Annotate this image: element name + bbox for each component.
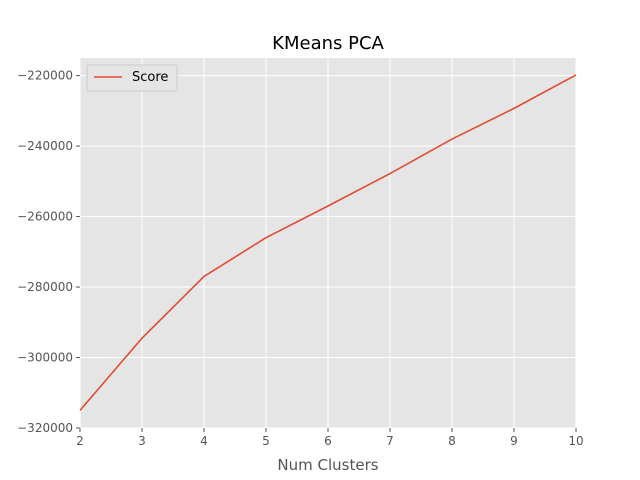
legend: Score — [86, 64, 178, 92]
x-tick-label: 10 — [568, 434, 583, 448]
x-tick-label: 7 — [386, 434, 394, 448]
x-tick-label: 2 — [76, 434, 84, 448]
x-tick-label: 3 — [138, 434, 146, 448]
x-axis-title: Num Clusters — [277, 456, 378, 474]
x-tick-label: 6 — [324, 434, 332, 448]
x-tick-label: 5 — [262, 434, 270, 448]
y-tick-label: −240000 — [17, 139, 73, 153]
x-tick-label: 9 — [510, 434, 518, 448]
y-tick-label: −300000 — [17, 351, 73, 365]
y-tick-label: −260000 — [17, 210, 73, 224]
y-tick-label: −320000 — [17, 421, 73, 435]
series-line-score — [79, 74, 577, 411]
x-tick-label: 4 — [200, 434, 208, 448]
y-axis: −320000 −300000 −280000 −260000 −240000 −2200… — [17, 69, 80, 435]
legend-label-score: Score — [132, 70, 168, 85]
x-axis: 2 3 4 5 6 7 8 9 10 — [76, 428, 584, 448]
y-tick-label: −220000 — [17, 69, 73, 83]
series-layer — [79, 74, 577, 411]
y-tick-label: −280000 — [17, 280, 73, 294]
chart-title: KMeans PCA — [272, 33, 384, 54]
legend-box — [86, 64, 178, 92]
x-tick-label: 8 — [448, 434, 456, 448]
